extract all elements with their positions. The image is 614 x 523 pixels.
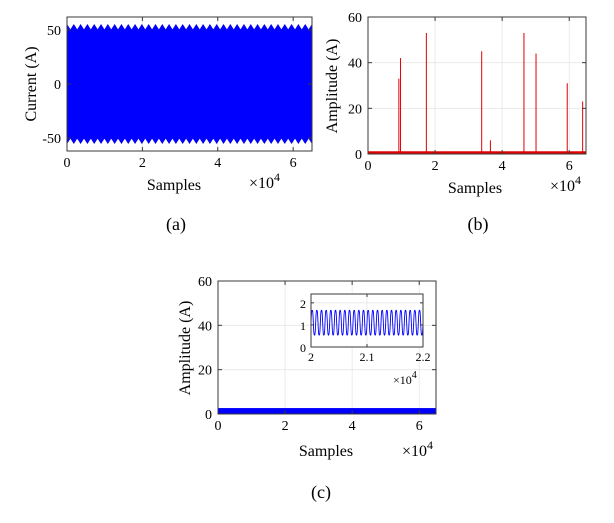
- x-tick-label: 4: [214, 156, 221, 171]
- x-tick-label: 2: [282, 419, 289, 434]
- chart-c-ylabel: Amplitude (A): [177, 301, 194, 396]
- chart-b-caption: (b): [468, 214, 489, 235]
- chart-b-x-exponent: ×104: [550, 173, 581, 195]
- current-envelope-bottom: [66, 137, 313, 145]
- current-envelope-top: [66, 23, 313, 31]
- chart-b-ylabel: Amplitude (A): [324, 39, 341, 134]
- current-band: [67, 29, 312, 139]
- x-tick-label: 0: [215, 419, 222, 434]
- y-tick-label: 0: [54, 78, 61, 93]
- chart-a-x-exponent: ×104: [249, 170, 280, 192]
- y-tick-label: 40: [348, 57, 362, 72]
- inset-ticks: 2 2.1 2.2 0 1 2: [300, 294, 431, 364]
- x-tick-label: 2.2: [416, 350, 431, 364]
- y-tick-label: 0: [205, 408, 212, 423]
- chart-b-series: [368, 32, 586, 154]
- y-tick-label: 2: [300, 297, 306, 311]
- y-tick-label: 20: [198, 364, 212, 379]
- x-tick-label: 2.1: [360, 350, 375, 364]
- x-tick-label: 4: [499, 159, 506, 174]
- y-tick-label: 20: [348, 102, 362, 117]
- y-tick-label: 60: [198, 275, 212, 290]
- y-tick-label: 40: [198, 319, 212, 334]
- inset-x-exponent: ×104: [393, 370, 417, 387]
- x-tick-label: 6: [566, 159, 573, 174]
- chart-c-caption: (c): [311, 482, 331, 503]
- x-tick-label: 0: [64, 156, 71, 171]
- x-tick-label: 6: [290, 156, 297, 171]
- x-tick-label: 2: [308, 350, 314, 364]
- chart-a-xlabel: Samples: [147, 177, 201, 194]
- y-tick-label: -50: [42, 132, 61, 147]
- y-tick-label: 1: [300, 319, 306, 333]
- y-tick-label: 0: [355, 148, 362, 163]
- chart-a-caption: (a): [166, 214, 186, 235]
- chart-c-frame: [217, 280, 437, 415]
- chart-c-series: [218, 408, 436, 415]
- chart-b-xlabel: Samples: [448, 180, 502, 197]
- chart-b-frame: [367, 16, 587, 155]
- x-tick-label: 2: [139, 156, 146, 171]
- amplitude-band: [218, 408, 436, 415]
- y-tick-label: 60: [348, 11, 362, 26]
- inset-oscillation: [310, 309, 424, 336]
- inset-series: [310, 309, 424, 336]
- chart-a-series: [66, 23, 313, 145]
- x-tick-label: 2: [432, 159, 439, 174]
- amplitude-baseline: [368, 151, 586, 154]
- chart-a-ylabel: Current (A): [23, 46, 40, 121]
- x-tick-label: 6: [416, 419, 423, 434]
- y-tick-label: 50: [47, 24, 61, 39]
- chart-c-x-exponent: ×104: [402, 438, 433, 460]
- chart-c-xlabel: Samples: [299, 443, 353, 460]
- x-tick-label: 4: [349, 419, 356, 434]
- y-tick-label: 0: [300, 341, 306, 355]
- x-tick-label: 0: [365, 159, 372, 174]
- chart-c-inset: 2 2.1 2.2 0 1 2 ×104: [300, 293, 431, 387]
